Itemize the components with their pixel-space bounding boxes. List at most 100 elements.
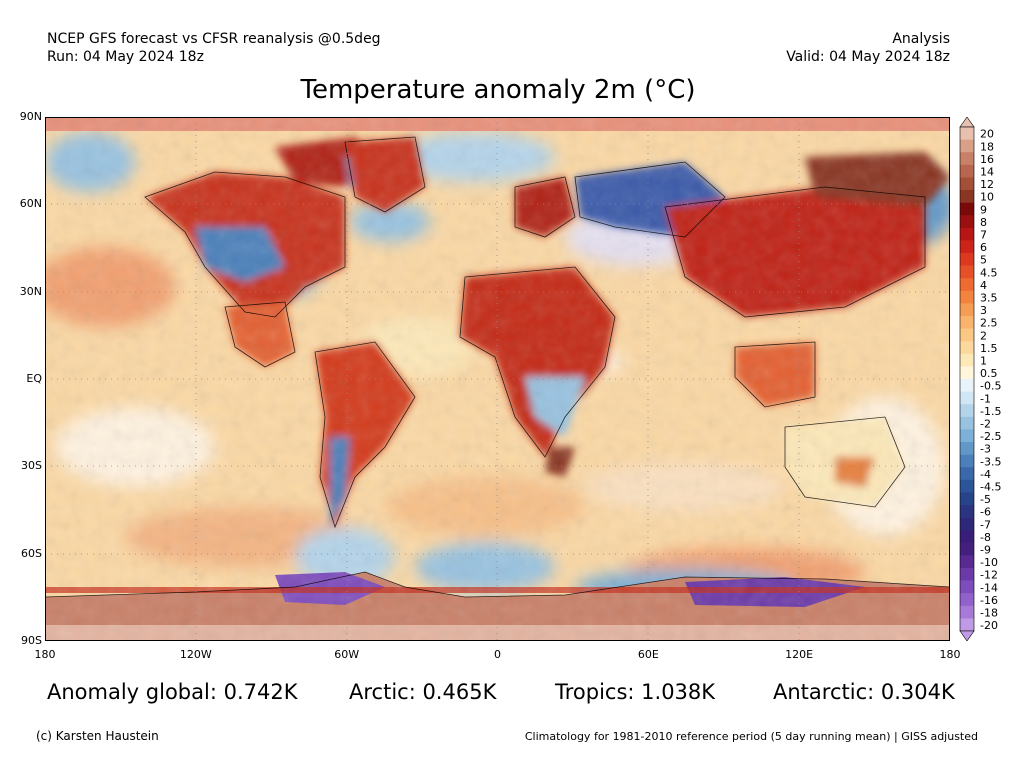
colorbar-label: 7 xyxy=(980,229,987,242)
colorbar-label: -4.5 xyxy=(980,481,1001,494)
colorbar-label: 2.5 xyxy=(980,317,998,330)
colorbar-swatch xyxy=(960,164,974,178)
colorbar-swatch xyxy=(960,442,974,455)
colorbar-swatch xyxy=(960,215,974,229)
colorbar-label: -3 xyxy=(980,443,991,456)
colorbar-label: 14 xyxy=(980,166,994,179)
colorbar-swatch xyxy=(960,177,974,191)
colorbar-label: 3.5 xyxy=(980,292,998,305)
colorbar-swatch xyxy=(960,517,974,531)
colorbar-label: -9 xyxy=(980,544,991,557)
footer-climatology-note: Climatology for 1981-2010 reference peri… xyxy=(524,730,978,743)
map-title: Temperature anomaly 2m (°C) xyxy=(300,75,696,105)
colorbar-swatch xyxy=(960,593,974,607)
colorbar-label: 5 xyxy=(980,254,987,267)
footer-credit: (c) Karsten Haustein xyxy=(36,729,159,743)
colorbar-swatch xyxy=(960,568,974,581)
colorbar-max-arrow xyxy=(959,116,975,128)
colorbar-swatch xyxy=(960,139,974,153)
colorbar-swatch xyxy=(960,190,974,203)
colorbar-swatch xyxy=(960,202,974,216)
colorbar-swatch xyxy=(960,454,974,468)
colorbar-label: -10 xyxy=(980,556,998,569)
colorbar-swatch xyxy=(960,492,974,506)
colorbar-label: -8 xyxy=(980,531,991,544)
colorbar-swatch xyxy=(960,391,974,405)
lat-tick-label: 30S xyxy=(21,459,42,473)
colorbar-label: 16 xyxy=(980,153,994,166)
colorbar-swatch xyxy=(960,366,974,380)
colorbar-swatch xyxy=(960,353,974,367)
lat-tick-label: 30N xyxy=(19,284,42,298)
colorbar-swatch xyxy=(960,303,974,317)
lon-tick-label: 180 xyxy=(34,648,56,661)
colorbar-label: 18 xyxy=(980,140,994,153)
anomaly-map-canvas xyxy=(45,117,950,641)
colorbar-swatch xyxy=(960,227,974,241)
header-valid-time: Valid: 04 May 2024 18z xyxy=(786,49,950,65)
lon-tick-label: 0 xyxy=(494,648,501,661)
colorbar-swatch xyxy=(960,253,974,266)
colorbar-swatch xyxy=(960,479,974,493)
header-model-info: NCEP GFS forecast vs CFSR reanalysis @0.… xyxy=(47,31,381,47)
colorbar-label: 1 xyxy=(980,355,987,368)
colorbar-label: -7 xyxy=(980,518,991,531)
colorbar-swatch xyxy=(960,240,974,254)
stat-global: Anomaly global: 0.742K xyxy=(47,680,298,704)
lon-tick-label: 120W xyxy=(179,648,212,661)
colorbar-swatch xyxy=(960,152,974,166)
colorbar-swatch xyxy=(960,618,974,632)
colorbar-label: 1.5 xyxy=(980,342,998,355)
colorbar-swatch xyxy=(960,542,974,556)
stat-arctic: Arctic: 0.465K xyxy=(349,680,497,704)
lat-tick-label: EQ xyxy=(26,372,42,385)
colorbar-label: -2 xyxy=(980,418,991,431)
colorbar-swatch xyxy=(960,555,974,569)
colorbar-label: 12 xyxy=(980,178,994,191)
colorbar-label: 3 xyxy=(980,304,987,317)
colorbar-label: -18 xyxy=(980,607,998,620)
colorbar-label: 0.5 xyxy=(980,367,998,380)
lat-tick-label: 90N xyxy=(19,110,42,123)
colorbar-label: 4 xyxy=(980,279,987,292)
colorbar-swatch xyxy=(960,265,974,279)
colorbar-swatch xyxy=(960,127,974,140)
colorbar-label: -1 xyxy=(980,392,991,405)
colorbar-label: -5 xyxy=(980,493,991,506)
colorbar-label: 8 xyxy=(980,216,987,229)
colorbar-label: 4.5 xyxy=(980,266,998,279)
colorbar-swatches: 201816141210987654.543.532.521.510.5-0.5… xyxy=(959,116,1001,642)
colorbar-label: -2.5 xyxy=(980,430,1001,443)
colorbar-swatch xyxy=(960,341,974,355)
colorbar-swatch xyxy=(960,404,974,418)
colorbar-swatch xyxy=(960,429,974,443)
gridlines xyxy=(45,117,950,641)
lat-tick-label: 90S xyxy=(21,634,42,647)
colorbar-label: 2 xyxy=(980,329,987,342)
lat-tick-label: 60S xyxy=(21,546,42,560)
colorbar-swatch xyxy=(960,290,974,304)
colorbar-label: 20 xyxy=(980,128,994,141)
stat-tropics: Tropics: 1.038K xyxy=(555,680,716,704)
colorbar-swatch xyxy=(960,316,974,329)
colorbar-label: -3.5 xyxy=(980,455,1001,468)
colorbar-label: 10 xyxy=(980,191,994,204)
coastlines xyxy=(45,136,950,598)
lon-tick-label: 120E xyxy=(785,648,814,661)
anomaly-map xyxy=(45,117,950,641)
colorbar-label: -4 xyxy=(980,468,991,481)
colorbar-min-arrow xyxy=(959,630,975,642)
map-frame xyxy=(45,117,950,641)
colorbar-label: 6 xyxy=(980,241,987,254)
colorbar-swatch xyxy=(960,530,974,544)
lon-tick-label: 180 xyxy=(939,648,961,661)
header-analysis-label: Analysis xyxy=(892,31,950,47)
stat-antarctic: Antarctic: 0.304K xyxy=(773,680,955,704)
colorbar-swatch xyxy=(960,467,974,481)
lat-tick-label: 60N xyxy=(19,197,42,211)
colorbar-label: -12 xyxy=(980,569,998,582)
lon-tick-label: 60W xyxy=(334,648,360,661)
colorbar-label: -20 xyxy=(980,619,998,632)
colorbar-label: 9 xyxy=(980,203,987,216)
colorbar-swatch xyxy=(960,580,974,594)
